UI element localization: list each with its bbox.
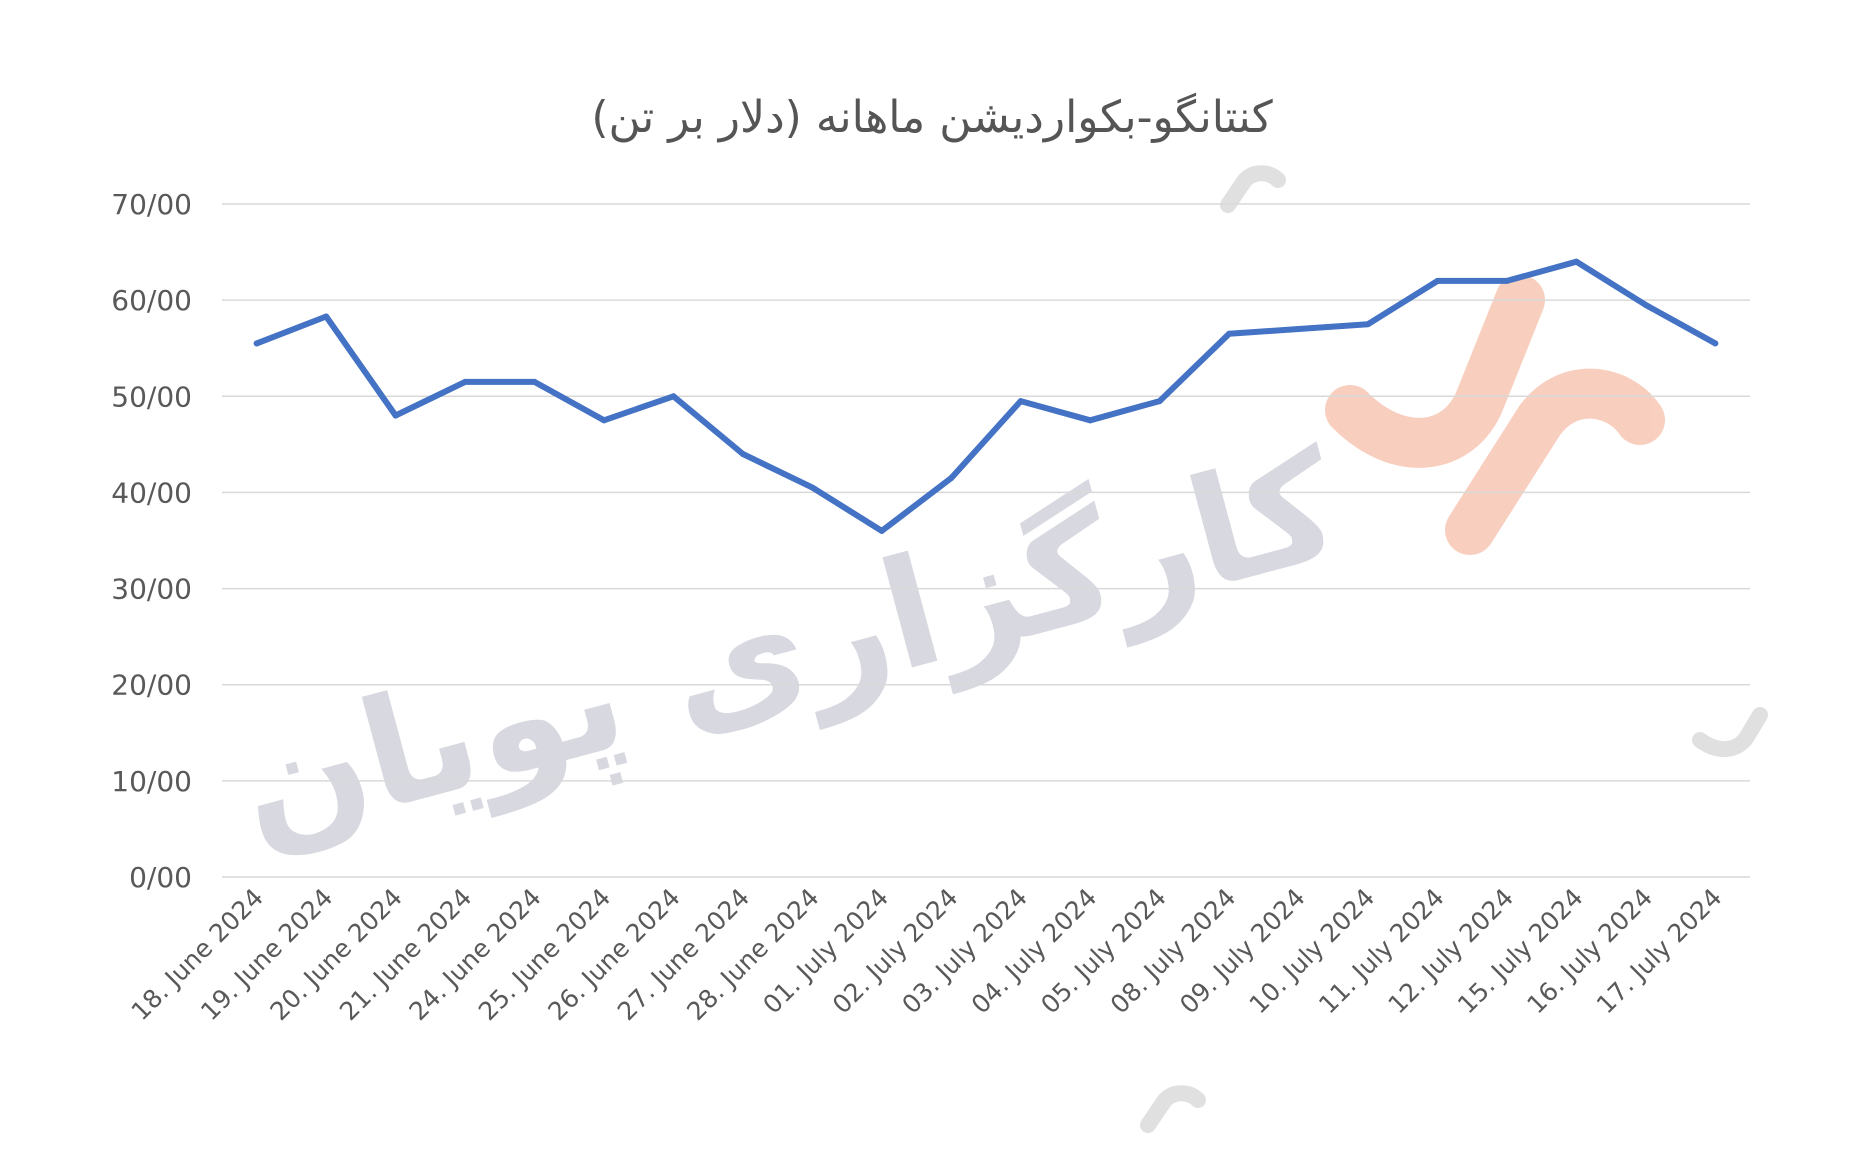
x-tick-label: 17. July 2024: [1591, 883, 1728, 1020]
data-point: [1573, 258, 1580, 265]
data-point: [1295, 325, 1302, 332]
y-tick-label: 10/00: [111, 765, 192, 798]
data-point: [462, 378, 469, 385]
data-point: [601, 417, 607, 424]
data-point: [1156, 398, 1163, 405]
y-tick-label: 0/00: [129, 861, 192, 894]
watermark-small-logo-icon: [1140, 165, 1768, 1133]
y-tick-label: 70/00: [111, 188, 192, 221]
data-point: [1712, 340, 1719, 347]
data-point: [809, 484, 816, 491]
data-point: [1365, 321, 1371, 328]
watermark-logo-icon: [1325, 275, 1665, 555]
y-axis: 0/00 10/00 20/00 30/00 40/00 50/00 60/00 70/00: [111, 188, 192, 894]
data-point: [948, 475, 955, 482]
y-tick-label: 40/00: [111, 476, 192, 509]
data-point: [392, 412, 399, 419]
grid-lines: [222, 203, 1750, 878]
data-point: [1017, 398, 1024, 405]
data-point: [1226, 330, 1233, 337]
series-layer: [253, 258, 1719, 534]
y-tick-label: 50/00: [111, 380, 192, 413]
series-line: [253, 258, 1719, 534]
chart-title: کنتانگو-بکواردیشن ماهانه (دلار بر تن): [591, 92, 1272, 143]
y-tick-label: 20/00: [111, 669, 192, 702]
y-tick-label: 30/00: [111, 573, 192, 606]
data-point: [1087, 417, 1094, 424]
watermark-text: کارگزاری پویان: [220, 418, 1357, 879]
data-point: [253, 340, 260, 347]
data-point: [531, 378, 538, 385]
data-point: [1503, 277, 1510, 284]
data-point: [1642, 301, 1649, 308]
y-tick-label: 60/00: [111, 284, 192, 317]
data-point: [323, 313, 330, 320]
data-point: [878, 527, 885, 534]
data-point: [1434, 277, 1441, 284]
data-point: [670, 393, 677, 400]
data-point: [739, 450, 746, 457]
